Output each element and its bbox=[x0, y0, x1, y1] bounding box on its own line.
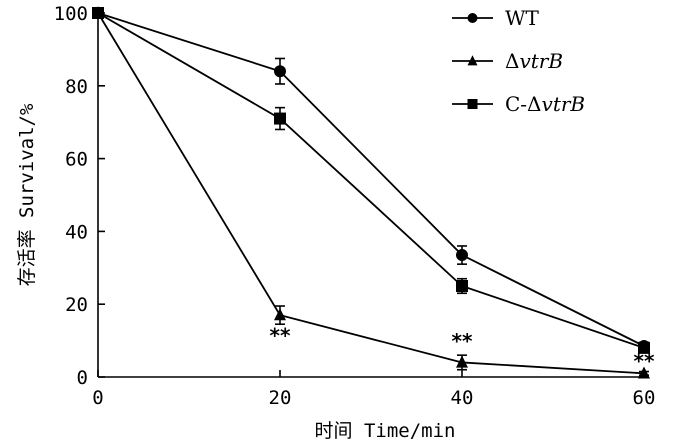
y-axis-title: 存活率 Survival/% bbox=[16, 103, 38, 286]
annotations: ** ** ** bbox=[270, 323, 655, 372]
legend-label: ΔvtrB bbox=[505, 49, 563, 73]
series-line bbox=[97, 12, 645, 347]
data-point bbox=[92, 7, 104, 19]
series-square bbox=[92, 7, 650, 354]
y-tick-label: 40 bbox=[65, 221, 88, 243]
data-point bbox=[638, 341, 650, 354]
series-triangle bbox=[92, 6, 650, 379]
legend-entry: WT bbox=[452, 6, 540, 30]
data-point bbox=[274, 65, 286, 78]
legend-marker bbox=[467, 13, 478, 23]
data-point bbox=[456, 249, 468, 262]
data-point bbox=[274, 308, 286, 321]
legend-marker bbox=[467, 99, 478, 109]
x-tick-label: 20 bbox=[269, 387, 292, 409]
legend: WT ΔvtrB C-ΔvtrB bbox=[452, 6, 585, 116]
significance-annotation: ** bbox=[634, 349, 655, 373]
legend-entry: C-ΔvtrB bbox=[452, 92, 585, 116]
x-tick-label: 0 bbox=[92, 387, 103, 409]
legend-entry: ΔvtrB bbox=[452, 49, 563, 73]
legend-label: C-ΔvtrB bbox=[505, 92, 585, 116]
y-tick-label: 0 bbox=[77, 367, 88, 389]
axes: 0 20 40 60 80 100 0 20 40 60 bbox=[54, 3, 656, 409]
data-point bbox=[274, 112, 286, 125]
legend-label: WT bbox=[505, 6, 540, 30]
y-tick-label: 80 bbox=[65, 76, 88, 98]
significance-annotation: ** bbox=[452, 329, 473, 353]
significance-annotation: ** bbox=[270, 323, 291, 347]
x-tick-label: 60 bbox=[633, 387, 656, 409]
series-line bbox=[97, 12, 645, 349]
x-tick-label: 40 bbox=[451, 387, 474, 409]
data-point bbox=[456, 280, 468, 292]
series-layer bbox=[92, 6, 650, 379]
legend-marker bbox=[467, 55, 478, 66]
y-tick-label: 100 bbox=[54, 3, 88, 25]
data-point bbox=[456, 355, 468, 368]
data-point bbox=[638, 366, 650, 379]
y-tick-label: 60 bbox=[65, 149, 88, 171]
y-tick-label: 20 bbox=[65, 294, 88, 316]
x-axis-title: 时间 Time/min bbox=[315, 420, 456, 442]
series-line bbox=[97, 12, 645, 375]
